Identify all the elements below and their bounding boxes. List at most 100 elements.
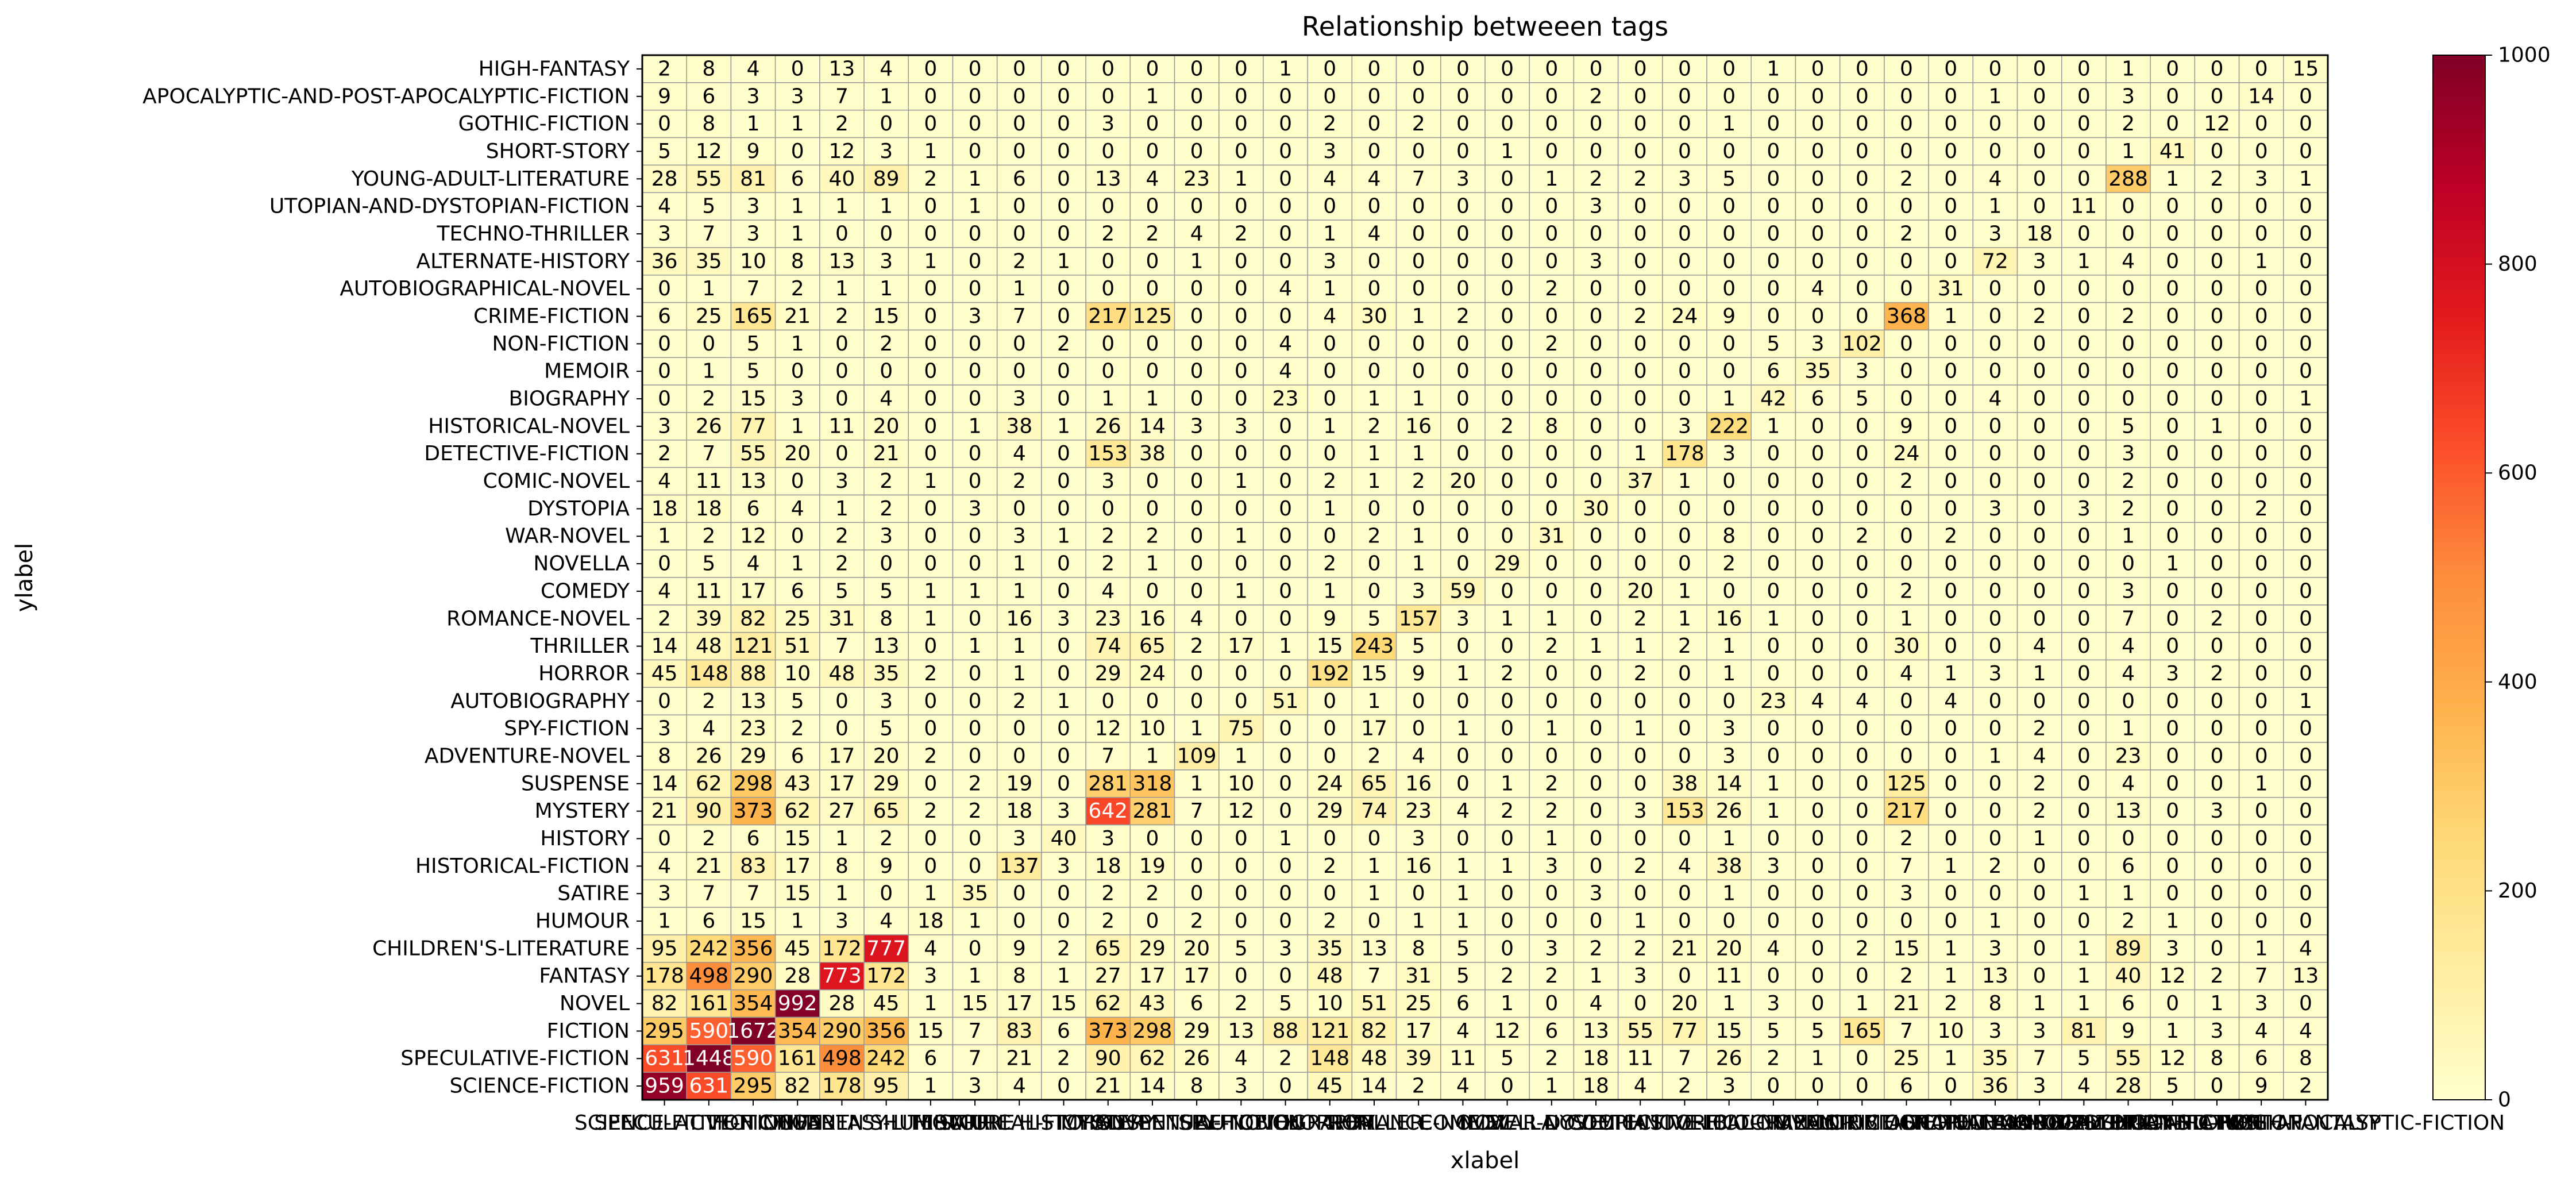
y-tick-label: SPY-FICTION [504, 717, 630, 741]
y-tick-label: FICTION [547, 1019, 630, 1043]
cell-value-label: 10 [1228, 772, 1254, 795]
cell-value-label: 29 [873, 772, 900, 795]
cell-value-label: 0 [1368, 112, 1381, 136]
cell-value-label: 17 [1139, 964, 1166, 988]
cell-value-label: 0 [835, 387, 849, 411]
cell-value-label: 0 [924, 827, 937, 850]
cell-value-label: 0 [1634, 57, 1647, 80]
cell-value-label: 7 [702, 222, 715, 245]
cell-value-label: 0 [1767, 112, 1780, 136]
cell-value-label: 9 [1412, 662, 1425, 685]
cell-value-label: 25 [696, 305, 722, 328]
cell-value-label: 3 [2077, 497, 2091, 521]
cell-value-label: 121 [1310, 1019, 1349, 1043]
cell-value-label: 9 [2122, 1019, 2135, 1043]
cell-value-label: 0 [1722, 57, 1736, 80]
cell-value-label: 0 [969, 662, 982, 685]
cell-value-label: 0 [1988, 469, 2002, 493]
cell-value-label: 0 [1412, 882, 1425, 906]
heatmap-cell [2194, 302, 2240, 331]
cell-value-label: 0 [1856, 222, 1869, 245]
cell-value-label: 1 [791, 195, 804, 218]
cell-value-label: 0 [1811, 195, 1825, 218]
heatmap-cell [642, 274, 687, 303]
cell-value-label: 0 [1501, 305, 1514, 328]
cell-value-label: 1 [924, 882, 937, 906]
cell-value-label: 0 [2255, 360, 2268, 383]
heatmap-cell [2238, 274, 2284, 303]
y-tick-label: FANTASY [539, 964, 630, 988]
cell-value-label: 1 [835, 882, 849, 906]
cell-value-label: 0 [2122, 195, 2135, 218]
cell-value-label: 0 [2033, 167, 2046, 191]
cell-value-label: 7 [1900, 1019, 1913, 1043]
cell-value-label: 83 [740, 854, 766, 878]
cell-value-label: 1 [2122, 717, 2135, 741]
cell-value-label: 0 [1678, 744, 1691, 768]
cell-value-label: 0 [1856, 112, 1869, 136]
heatmap-cell [730, 247, 776, 276]
cell-value-label: 0 [1545, 910, 1558, 933]
heatmap-cell [2150, 164, 2196, 193]
cell-value-label: 1 [1988, 910, 2002, 933]
heatmap-cells: 2 8 4 0 13 4 0 0 0 0 0 0 0 0 1 0 0 0 0 0 0 0 0 0 0 1 0 0 0 0 0 0 0 1 0 0 0 15… [642, 55, 2328, 1100]
cell-value-label: 0 [2033, 360, 2046, 383]
heatmap-cell [996, 109, 1042, 138]
heatmap-cell [1839, 109, 1885, 138]
cell-value-label: 2 [2122, 305, 2135, 328]
cell-value-label: 0 [2211, 827, 2224, 850]
heatmap-cell [686, 109, 732, 138]
cell-value-label: 0 [1722, 690, 1736, 713]
cell-value-label: 29 [740, 744, 766, 768]
cell-value-label: 0 [1456, 249, 1470, 273]
cell-value-label: 0 [1057, 497, 1070, 521]
cell-value-label: 290 [734, 964, 773, 988]
cell-value-label: 6 [1057, 1019, 1070, 1043]
cell-value-label: 0 [1190, 854, 1204, 878]
cell-value-label: 4 [2299, 1019, 2312, 1043]
cell-value-label: 2 [1057, 937, 1070, 960]
cell-value-label: 288 [2108, 167, 2148, 191]
cell-value-label: 0 [1456, 195, 1470, 218]
cell-value-label: 0 [1767, 84, 1780, 108]
cell-value-label: 2 [1057, 332, 1070, 356]
cell-value-label: 4 [880, 910, 893, 933]
cell-value-label: 0 [1988, 305, 2002, 328]
cell-value-label: 0 [1856, 414, 1869, 438]
cell-value-label: 1 [1412, 910, 1425, 933]
cell-value-label: 23 [1760, 690, 1787, 713]
cell-value-label: 0 [2166, 249, 2179, 273]
cell-value-label: 0 [1456, 84, 1470, 108]
cell-value-label: 3 [1013, 525, 1026, 548]
cell-value-label: 65 [873, 799, 900, 823]
cell-value-label: 0 [1279, 552, 1292, 576]
cell-value-label: 0 [969, 854, 982, 878]
heatmap-cell [2194, 137, 2240, 166]
cell-value-label: 0 [2122, 552, 2135, 576]
cell-value-label: 0 [1634, 552, 1647, 576]
cell-value-label: 2 [1013, 690, 1026, 713]
cell-value-label: 318 [1133, 772, 1173, 795]
y-tick-label: DETECTIVE-FICTION [424, 442, 630, 465]
cell-value-label: 11 [1449, 1047, 1476, 1070]
heatmap-cell [1972, 219, 2018, 248]
heatmap-cell [1795, 109, 1841, 138]
cell-value-label: 4 [1412, 744, 1425, 768]
cell-value-label: 29 [1494, 552, 1521, 576]
cell-value-label: 0 [2166, 717, 2179, 741]
cell-value-label: 6 [747, 497, 760, 521]
heatmap-cell [1795, 55, 1841, 83]
cell-value-label: 0 [969, 827, 982, 850]
cell-value-label: 0 [1146, 112, 1159, 136]
cell-value-label: 2 [1590, 84, 1603, 108]
cell-value-label: 11 [829, 414, 855, 438]
cell-value-label: 62 [1095, 992, 1121, 1015]
heatmap-cell [2194, 192, 2240, 221]
heatmap-cell [996, 82, 1042, 111]
cell-value-label: 0 [2033, 112, 2046, 136]
cell-value-label: 2 [1856, 937, 1869, 960]
cell-value-label: 1 [1722, 387, 1736, 411]
heatmap-cell [2061, 247, 2107, 276]
cell-value-label: 2 [1590, 167, 1603, 191]
cell-value-label: 0 [1811, 525, 1825, 548]
